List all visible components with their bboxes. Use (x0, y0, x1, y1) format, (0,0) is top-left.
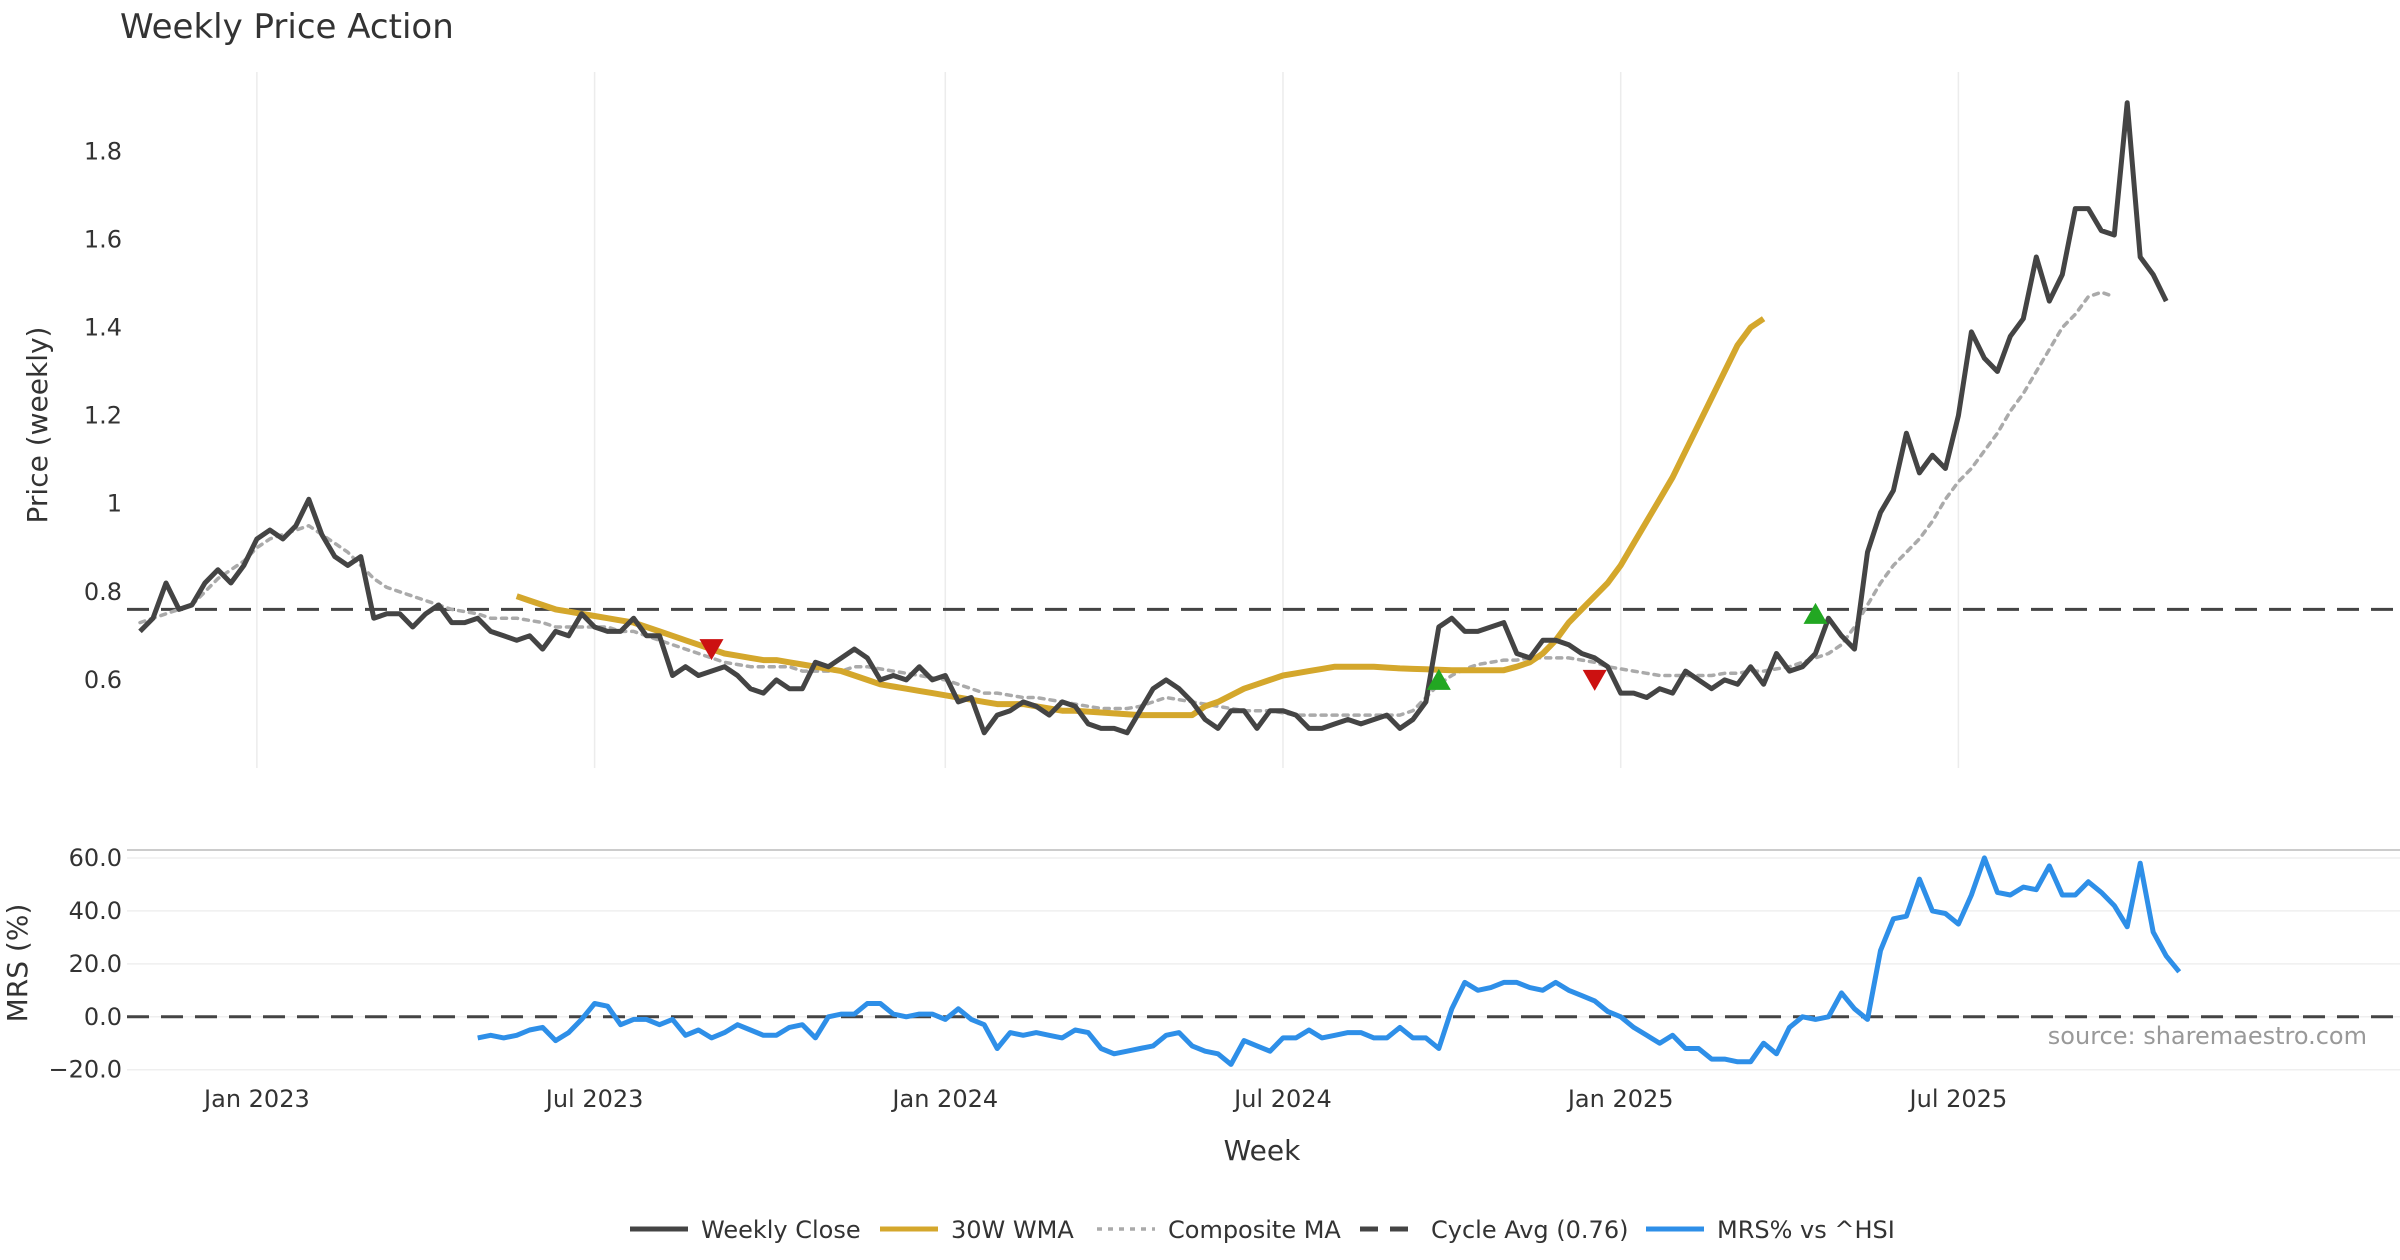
buy-signal-marker (1426, 668, 1451, 690)
markers (699, 602, 1828, 691)
mrs-y-tick-label: 0.0 (84, 1003, 122, 1031)
legend-label: Cycle Avg (0.76) (1431, 1216, 1628, 1244)
mrs-y-tick-label: 60.0 (69, 844, 122, 872)
source-text: source: sharemaestro.com (2048, 1022, 2367, 1050)
mrs-y-tick-label: 20.0 (69, 950, 122, 978)
mrs-y-tick-label: −20.0 (48, 1056, 122, 1084)
legend-label: 30W WMA (951, 1216, 1074, 1244)
x-tick-label: Jan 2025 (1566, 1085, 1674, 1113)
series-weekly-close (138, 100, 2169, 736)
x-tick-label: Jul 2025 (1908, 1085, 2008, 1113)
sell-signal-marker (699, 639, 724, 661)
series-mrs-vs-hsi (477, 855, 2182, 1067)
price-y-tick-label: 0.6 (84, 666, 122, 694)
mrs-y-tick-label: 40.0 (69, 897, 122, 925)
chart-title: Weekly Price Action (120, 7, 454, 47)
mrs-y-ticks: −20.0 0.0 20.0 40.0 60.0 (48, 844, 122, 1084)
mrs-y-axis-label: MRS (%) (1, 904, 34, 1023)
x-tick-label: Jan 2024 (890, 1085, 998, 1113)
legend-label: Weekly Close (701, 1216, 861, 1244)
x-tick-label: Jan 2023 (202, 1085, 310, 1113)
price-y-tick-label: 1.8 (84, 137, 122, 165)
x-ticks: Jan 2023 Jul 2023 Jan 2024 Jul 2024 Jan 2025… (202, 1085, 2007, 1113)
series-layer (127, 100, 2400, 1067)
price-y-tick-label: 1.6 (84, 225, 122, 253)
legend-label: MRS% vs ^HSI (1717, 1216, 1895, 1244)
price-y-ticks: 0.6 0.8 1 1.2 1.4 1.6 1.8 (84, 137, 122, 694)
price-y-tick-label: 1.4 (84, 313, 122, 341)
x-tick-label: Jul 2023 (544, 1085, 644, 1113)
x-axis-label: Week (1224, 1134, 1301, 1167)
legend-label: Composite MA (1168, 1216, 1341, 1244)
x-tick-label: Jul 2024 (1232, 1085, 1332, 1113)
buy-signal-marker (1803, 602, 1828, 624)
grid (127, 72, 2400, 1071)
price-y-tick-label: 0.8 (84, 578, 122, 606)
price-y-tick-label: 1 (107, 490, 122, 518)
legend: Weekly Close 30W WMA Composite MA Cycle Avg… (630, 1216, 1895, 1244)
price-y-axis-label: Price (weekly) (21, 327, 54, 524)
price-y-tick-label: 1.2 (84, 402, 122, 430)
sell-signal-marker (1582, 669, 1607, 691)
